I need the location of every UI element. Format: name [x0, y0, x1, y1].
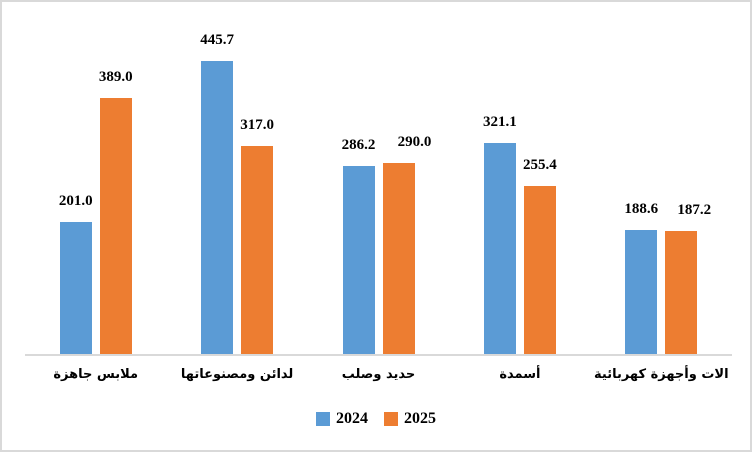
bar-2024-cat2[interactable]	[201, 61, 234, 354]
value-label-2024-cat2: 445.7	[200, 32, 234, 48]
bar-2024-cat1[interactable]	[59, 221, 92, 354]
bar-2024-cat4[interactable]	[483, 142, 516, 354]
value-label-2025-cat4: 255.4	[523, 157, 557, 174]
value-label-2024-cat3: 286.2	[341, 136, 376, 153]
category-label-2: لدائن ومصنوعاتها	[180, 367, 294, 382]
value-label-2025-cat2: 317.0	[240, 116, 274, 133]
x-axis-line	[25, 354, 732, 356]
bar-2025-cat4[interactable]	[523, 186, 556, 354]
category-label-1: ملابس جاهزة	[53, 367, 139, 382]
legend: 2024 2025	[2, 410, 750, 428]
legend-label-2024: 2024	[336, 410, 368, 427]
legend-item-2024[interactable]: 2024	[316, 410, 368, 428]
legend-item-2025[interactable]: 2025	[384, 410, 436, 428]
legend-label-2025: 2025	[404, 410, 436, 427]
bar-2025-cat2[interactable]	[241, 145, 274, 354]
value-label-2025-cat1: 389.0	[98, 69, 133, 86]
value-label-2024-cat1: 201.0	[58, 192, 93, 209]
value-label-2024-cat5: 188.6	[624, 201, 659, 218]
legend-swatch-2025	[384, 412, 398, 426]
value-label-2025-cat5: 187.2	[677, 201, 712, 218]
category-label-3: حديد وصلب	[341, 367, 416, 382]
legend-swatch-2024	[316, 412, 330, 426]
value-label-2024-cat4: 321.1	[483, 113, 517, 130]
bar-2024-cat5[interactable]	[625, 230, 658, 354]
bar-2025-cat3[interactable]	[382, 163, 415, 354]
bar-2024-cat3[interactable]	[342, 165, 375, 354]
category-label-5: الات وأجهزة كهربائية	[594, 367, 729, 382]
category-label-4: أسمدة	[499, 367, 541, 382]
value-label-2025-cat3: 290.0	[397, 134, 432, 151]
bar-2025-cat5[interactable]	[665, 230, 698, 354]
bar-2025-cat1[interactable]	[99, 98, 132, 354]
